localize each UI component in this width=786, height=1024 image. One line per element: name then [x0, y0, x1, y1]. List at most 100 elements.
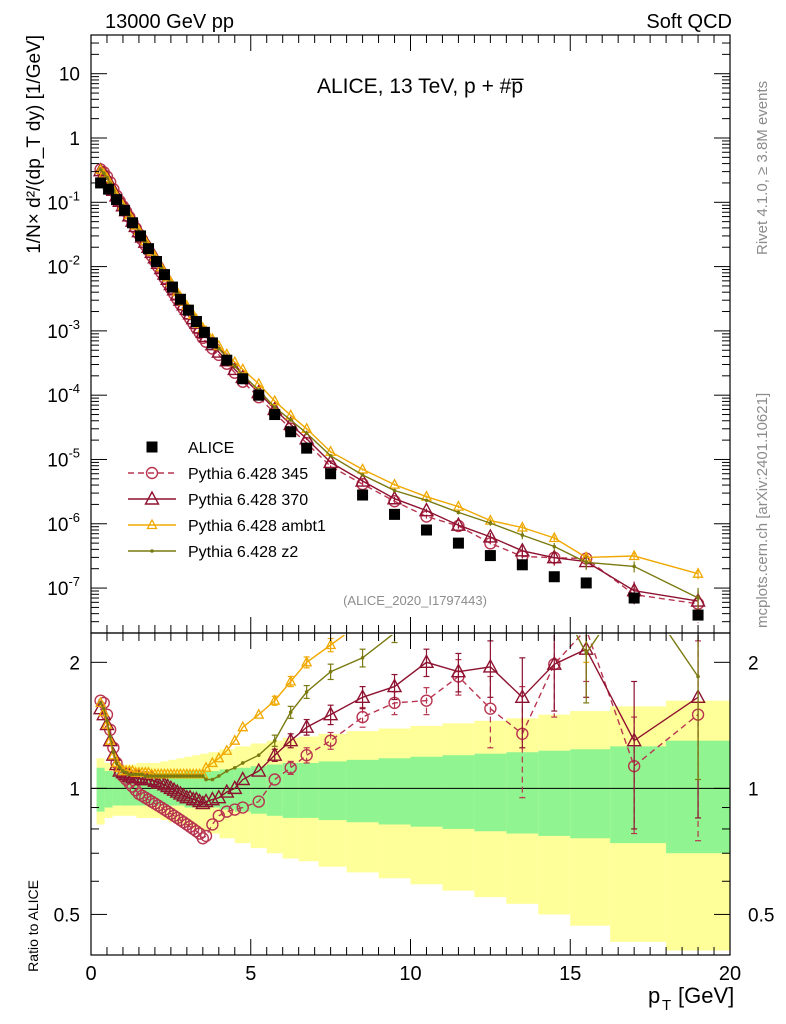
ratio-point-pythia-6-428-z2: [153, 774, 157, 778]
ratio-point-pythia-6-428-z2: [98, 701, 103, 705]
main-point-pythia-6-428-ambt1: [101, 171, 113, 183]
y-tick-label-ratio-left: 1: [69, 779, 80, 800]
ratio-point-pythia-6-428-z2: [204, 777, 208, 782]
ratio-point-pythia-6-428-z2: [137, 772, 141, 777]
band-inner-segment: [410, 756, 443, 827]
ratio-point-pythia-6-428-z2: [143, 774, 148, 778]
ratio-point-pythia-6-428-370: [175, 787, 192, 802]
x-axis-label-unit: [GeV]: [678, 983, 734, 1008]
y-tick-label-ratio-right: 0.5: [748, 905, 774, 926]
main-point-pythia-6-428-z2: [424, 498, 429, 503]
ratio-point-pythia-6-428-370: [153, 774, 169, 789]
ratio-point-pythia-6-428-345: [161, 805, 174, 818]
band-inner-segment: [144, 772, 153, 806]
ratio-point-pythia-6-428-370: [267, 746, 283, 761]
ratio-point-pythia-6-428-z2: [217, 774, 221, 778]
ratio-point-pythia-6-428-z2: [256, 753, 261, 758]
y-axis-label-ratio: Ratio to ALICE: [25, 880, 41, 972]
x-tick-label: 10: [399, 963, 421, 985]
ratio-point-pythia-6-428-370: [156, 776, 173, 791]
alice-data-point: [182, 304, 194, 316]
main-point-pythia-6-428-z2: [392, 488, 397, 493]
band-inner-segment: [346, 759, 379, 823]
ratio-point-pythia-6-428-345: [356, 710, 369, 724]
y-tick-label-ratio-right: 2: [748, 653, 759, 674]
header-right: Soft QCD: [646, 11, 732, 33]
band-inner-segment: [152, 772, 161, 806]
main-point-pythia-6-428-ambt1: [237, 362, 249, 374]
band-inner-segment: [184, 771, 193, 808]
ratio-point-pythia-6-428-z2: [194, 774, 199, 778]
ratio-point-pythia-6-428-z2: [172, 774, 176, 778]
ratio-point-pythia-6-428-ambt1: [229, 734, 241, 745]
ratio-point-pythia-6-428-z2: [328, 669, 333, 674]
ratio-point-pythia-6-428-345: [180, 818, 194, 831]
main-point-pythia-6-428-z2: [456, 510, 461, 515]
legend-entry-pythia-6-428-ambt1: Pythia 6.428 ambt1: [128, 518, 326, 535]
ratio-point-pythia-6-428-345: [177, 816, 190, 829]
main-point-pythia-6-428-370: [211, 343, 227, 358]
ratio-point-pythia-6-428-ambt1: [582, 617, 591, 626]
legend-label: ALICE: [188, 440, 234, 457]
ratio-point-pythia-6-428-345: [142, 793, 155, 806]
legend-entry-alice: ALICE: [146, 440, 234, 457]
ratio-point-pythia-6-428-370: [195, 795, 211, 810]
legend-marker: [146, 441, 158, 453]
main-point-pythia-6-428-ambt1: [95, 163, 107, 174]
main-point-pythia-6-428-345: [452, 519, 465, 533]
y-tick-label-main: 10-2: [47, 253, 80, 279]
ratio-point-pythia-6-428-z2: [210, 777, 215, 782]
mcplots-label: mcplots.cern.ch [arXiv:2401.10621]: [754, 393, 771, 628]
main-point-pythia-6-428-ambt1: [98, 167, 110, 178]
ratio-point-pythia-6-428-z2: [521, 593, 525, 597]
x-axis-label-main: p: [648, 983, 660, 1008]
band-inner-segment: [250, 766, 267, 814]
ratio-point-pythia-6-428-370: [482, 658, 499, 673]
legend-marker: [145, 466, 159, 480]
ratio-point-pythia-6-428-z2: [232, 765, 237, 770]
ratio-point-pythia-6-428-345: [300, 749, 313, 762]
ratio-point-pythia-6-428-z2: [159, 774, 164, 778]
alice-data-point: [516, 559, 528, 571]
ratio-point-pythia-6-428-ambt1: [422, 566, 431, 575]
ratio-point-pythia-6-428-370: [163, 779, 179, 795]
ratio-point-pythia-6-428-370: [450, 663, 467, 678]
y-tick-label-ratio-left: 2: [69, 653, 80, 674]
ratio-point-pythia-6-428-345: [484, 702, 497, 715]
alice-data-point: [484, 550, 496, 562]
ratio-point-pythia-6-428-345: [252, 795, 265, 808]
ratio-point-pythia-6-428-345: [171, 811, 184, 825]
ratio-point-pythia-6-428-345: [236, 801, 249, 814]
ratio-point-pythia-6-428-ambt1: [358, 617, 367, 626]
ratio-point-pythia-6-428-ambt1: [197, 767, 209, 779]
ratio-point-pythia-6-428-z2: [304, 690, 309, 694]
main-point-pythia-6-428-z2: [520, 533, 525, 537]
ratio-point-pythia-6-428-ambt1: [104, 734, 116, 745]
band-inner-segment: [128, 772, 137, 806]
ratio-point-pythia-6-428-ambt1: [694, 514, 703, 523]
alice-data-point: [548, 571, 560, 583]
x-tick-label: 20: [719, 963, 741, 985]
alice-data-point: [628, 592, 640, 604]
main-point-pythia-6-428-ambt1: [269, 394, 281, 406]
ratio-point-pythia-6-428-370: [418, 653, 435, 669]
band-inner-segment: [506, 752, 539, 834]
ratio-point-pythia-6-428-z2: [114, 761, 119, 765]
rivet-label: Rivet 4.1.0, ≥ 3.8M events: [754, 81, 771, 255]
band-inner-segment: [200, 771, 209, 808]
y-tick-label-main: 10-6: [47, 510, 80, 536]
analysis-id: (ALICE_2020_I1797443): [343, 593, 487, 608]
alice-data-point: [269, 409, 281, 421]
x-axis-label-sub: T: [662, 997, 671, 1014]
main-point-pythia-6-428-ambt1: [548, 531, 560, 543]
alice-data-point: [301, 442, 313, 454]
ratio-point-pythia-6-428-z2: [162, 774, 167, 778]
main-series-alice: [95, 177, 704, 621]
alice-data-point: [452, 537, 464, 549]
x-tick-label: 15: [559, 963, 581, 985]
ratio-point-pythia-6-428-z2: [272, 738, 277, 743]
main-point-pythia-6-428-z2: [584, 560, 589, 565]
alice-data-point: [95, 177, 107, 189]
alice-data-point: [325, 468, 337, 480]
ratio-point-pythia-6-428-ambt1: [98, 705, 110, 717]
